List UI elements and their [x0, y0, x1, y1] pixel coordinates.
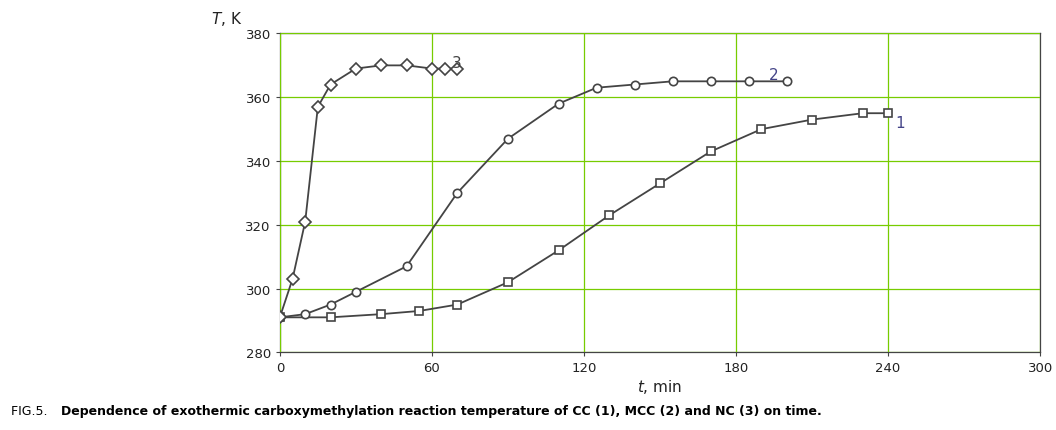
- X-axis label: $t$, min: $t$, min: [638, 378, 682, 395]
- Text: Dependence of exothermic carboxymethylation reaction temperature of CC (1), MCC : Dependence of exothermic carboxymethylat…: [61, 404, 822, 417]
- Text: 1: 1: [895, 116, 905, 131]
- Text: 2: 2: [769, 68, 778, 83]
- Text: FIG.5.: FIG.5.: [11, 404, 51, 417]
- Text: 3: 3: [452, 55, 461, 71]
- Y-axis label: $T$, K: $T$, K: [211, 10, 242, 28]
